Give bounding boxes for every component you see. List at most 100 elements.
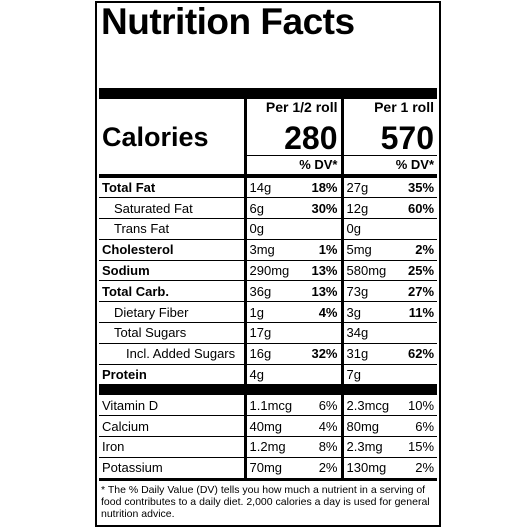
daily-value: 32% [295,342,342,365]
amount: 2.3mg [340,436,394,458]
amount: 1.2mg [243,436,295,458]
daily-value: 2% [295,456,342,478]
nutrient-name: Iron [99,436,245,458]
nutrient-name: Potassium [99,456,245,478]
nutrient-name: Total Fat [99,174,245,198]
amount: 1g [243,301,295,323]
amount: 31g [340,342,394,365]
nutrient-row: Total Fat 14g 18% 27g 35% [99,174,438,198]
daily-value: 11% [394,301,438,323]
amount: 73g [340,280,394,302]
nutrient-name: Sodium [99,259,245,281]
nutrient-row: Cholesterol 3mg 1% 5mg 2% [99,238,438,261]
empty-cell [99,99,245,115]
amount: 12g [340,197,394,219]
nutrient-name: Incl. Added Sugars [99,342,245,365]
nutrient-row: Total Carb. 36g 13% 73g 27% [99,280,438,302]
daily-value: 13% [295,280,342,302]
amount: 3mg [243,238,295,261]
amount: 27g [340,174,394,198]
footnote: * The % Daily Value (DV) tells you how m… [99,477,437,520]
daily-value: 27% [394,280,438,302]
serving-header: Per 1/2 roll Per 1 roll [99,99,438,115]
daily-value: 6% [394,415,438,437]
table-body: Per 1/2 roll Per 1 roll Calories 280 570… [99,99,438,478]
daily-value: 15% [394,436,438,458]
amount: 1.1mcg [243,394,295,416]
nutrient-name: Cholesterol [99,238,245,261]
daily-value: 30% [295,197,342,219]
daily-value: 35% [394,174,438,198]
daily-value: 2% [394,456,438,478]
nutrient-row: Dietary Fiber 1g 4% 3g 11% [99,301,438,323]
calories-row: Calories 280 570 [99,115,438,155]
amount: 7g [340,363,394,385]
nutrient-name: Total Carb. [99,280,245,302]
daily-value [394,322,438,344]
amount: 34g [340,322,394,344]
calories-value: 570 [340,115,438,155]
amount: 5mg [340,238,394,261]
empty-cell [99,155,245,178]
dv-header: % DV* [243,154,342,178]
nutrient-row: Saturated Fat 6g 30% 12g 60% [99,197,438,219]
amount: 3g [340,301,394,323]
amount: 290mg [243,259,295,281]
amount: 2.3mcg [340,394,394,416]
amount: 36g [243,280,295,302]
amount: 40mg [243,415,295,437]
daily-value: 60% [394,197,438,219]
amount: 80mg [340,415,394,437]
title: Nutrition Facts [101,1,355,42]
daily-value [394,218,438,240]
nutrient-row: Total Sugars 17g 34g [99,322,438,344]
nutrient-name: Vitamin D [99,394,245,416]
amount: 130mg [340,456,394,478]
daily-value: 18% [295,174,342,198]
daily-value [295,363,342,385]
nutrient-row: Protein 4g 7g [99,363,438,385]
amount: 4g [243,363,295,385]
daily-value [295,322,342,344]
daily-value [295,218,342,240]
daily-value: 4% [295,415,342,437]
daily-value: 13% [295,259,342,281]
nutrient-name: Calcium [99,415,245,437]
nutrient-row: Trans Fat 0g 0g [99,218,438,240]
amount: 70mg [243,456,295,478]
nutrition-table: Per 1/2 roll Per 1 roll Calories 280 570… [99,99,438,478]
column-header: Per 1 roll [340,99,438,115]
dv-header: % DV* [340,154,438,178]
nutrient-row: Potassium 70mg 2% 130mg 2% [99,456,438,478]
amount: 16g [243,342,295,365]
calories-value: 280 [243,115,342,155]
blank-area [99,41,437,88]
nutrient-row: Calcium 40mg 4% 80mg 6% [99,415,438,437]
amount: 0g [340,218,394,240]
nutrient-name: Dietary Fiber [99,301,245,323]
nutrient-row: Incl. Added Sugars 16g 32% 31g 62% [99,342,438,365]
amount: 14g [243,174,295,198]
thick-bar-cell [99,384,438,395]
amount: 17g [243,322,295,344]
dv-header-row: % DV* % DV* [99,154,438,178]
daily-value [394,363,438,385]
daily-value: 25% [394,259,438,281]
nutrient-name: Protein [99,363,245,385]
nutrient-row: Sodium 290mg 13% 580mg 25% [99,259,438,281]
amount: 580mg [340,259,394,281]
nutrient-row: Iron 1.2mg 8% 2.3mg 15% [99,436,438,458]
thick-bar [99,88,437,99]
thick-bar [99,384,438,395]
daily-value: 8% [295,436,342,458]
nutrition-label: Nutrition Facts Per 1/2 roll Per 1 roll … [95,1,441,527]
daily-value: 4% [295,301,342,323]
nutrient-name: Saturated Fat [99,197,245,219]
nutrient-name: Total Sugars [99,322,245,344]
column-header: Per 1/2 roll [243,99,342,115]
daily-value: 10% [394,394,438,416]
daily-value: 2% [394,238,438,261]
daily-value: 62% [394,342,438,365]
amount: 0g [243,218,295,240]
